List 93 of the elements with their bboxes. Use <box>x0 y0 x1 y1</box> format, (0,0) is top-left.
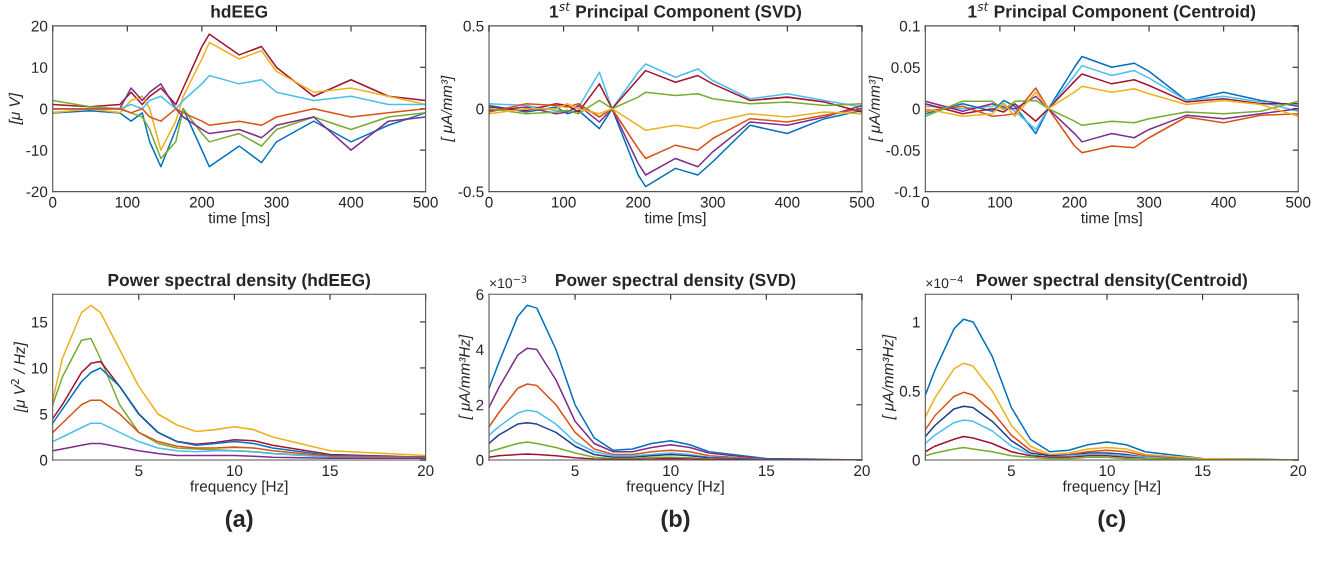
x-tick-label: 200 <box>189 196 215 208</box>
x-tick-label: 300 <box>700 196 725 208</box>
line-series <box>52 304 426 457</box>
y-tick-label: 20 <box>31 20 48 32</box>
x-tick-label: 5 <box>1007 465 1015 477</box>
y-tick-label: -0.1 <box>894 186 920 198</box>
x-axis-title: time [ms] <box>208 212 270 227</box>
x-tick-label: 200 <box>1062 196 1087 208</box>
y-tick-label: 5 <box>39 409 48 420</box>
line-series <box>925 55 1299 135</box>
y-tick-label: 2 <box>476 399 484 411</box>
chart-title: 1$^{st}$ Principal Component (Centroid) <box>968 2 1256 22</box>
x-tick-label: 0 <box>921 196 929 208</box>
y-tick-label: 0.5 <box>463 20 484 32</box>
line-series <box>925 64 1299 131</box>
chart-title: hdEEG <box>211 4 268 18</box>
y-tick-label: 10 <box>32 362 48 374</box>
line-series <box>489 102 862 160</box>
y-axis-title: [μ V] <box>8 92 23 125</box>
x-tick-label: 15 <box>758 465 775 477</box>
x-tick-label: 200 <box>626 196 651 208</box>
x-tick-label: 400 <box>1211 196 1236 208</box>
x-tick-label: 10 <box>663 465 679 477</box>
x-axis-title: frequency [Hz] <box>1062 480 1160 495</box>
chart-title: Power spectral density(Centroid) <box>976 273 1247 290</box>
x-axis-title: time [ms] <box>1081 212 1142 227</box>
text: ×10$^{−3}$ <box>489 275 527 289</box>
line-series <box>52 99 426 160</box>
x-tick-label: 400 <box>338 196 364 208</box>
x-axis-title: time [ms] <box>644 212 706 227</box>
y-axis-title: [ μA/mm³Hz] <box>458 334 473 420</box>
y-tick-label: 0 <box>912 103 920 115</box>
y-tick-label: -0.05 <box>886 145 920 156</box>
y-tick-label: 0.1 <box>899 20 920 32</box>
y-axis-title: [μ V$^{2}$ / Hz] <box>10 341 28 413</box>
line-series <box>489 91 862 115</box>
y-axis-title: [ μA/mm³] <box>868 75 883 143</box>
x-tick-label: 500 <box>1286 196 1311 208</box>
line-series <box>925 73 1299 122</box>
line-series <box>925 87 1299 154</box>
line-series <box>925 85 1299 117</box>
x-tick-label: 20 <box>1290 465 1307 477</box>
text: (b) <box>661 509 690 532</box>
x-tick-label: 5 <box>135 465 143 477</box>
x-tick-label: 15 <box>1195 465 1211 477</box>
y-tick-label: 0 <box>39 454 48 466</box>
line-series <box>52 107 426 168</box>
x-tick-label: 15 <box>322 465 338 477</box>
x-axis-title: frequency [Hz] <box>190 480 288 495</box>
y-tick-label: 0 <box>476 103 484 115</box>
y-tick-label: 1 <box>913 316 920 328</box>
y-axis-title: [ μA/mm³Hz] <box>882 334 897 420</box>
x-tick-label: 300 <box>264 196 289 208</box>
y-tick-label: -10 <box>26 145 48 156</box>
chart-title: 1$^{st}$ Principal Component (SVD) <box>550 2 802 22</box>
x-tick-label: 10 <box>227 465 243 477</box>
x-tick-label: 0 <box>485 196 493 208</box>
text: (c) <box>1098 509 1126 532</box>
x-axis-title: frequency [Hz] <box>626 480 724 495</box>
x-tick-label: 300 <box>1136 196 1162 208</box>
text: (a) <box>225 509 253 532</box>
x-tick-label: 10 <box>1099 465 1115 477</box>
line-series <box>925 95 1299 143</box>
x-tick-label: 20 <box>854 465 870 477</box>
y-tick-label: 10 <box>32 62 48 73</box>
x-tick-label: 100 <box>988 196 1013 208</box>
text: ×10$^{−4}$ <box>926 275 963 289</box>
y-tick-label: 0 <box>39 103 48 115</box>
x-tick-label: 500 <box>413 196 438 208</box>
x-tick-label: 20 <box>417 465 434 477</box>
y-tick-label: 15 <box>32 316 48 328</box>
y-tick-label: 6 <box>476 289 484 300</box>
x-tick-label: 0 <box>49 196 57 208</box>
y-tick-label: 0 <box>476 454 484 466</box>
y-tick-label: -20 <box>26 186 48 198</box>
line-series <box>489 102 862 132</box>
y-tick-label: 0.5 <box>899 385 920 397</box>
y-tick-label: 4 <box>476 344 484 356</box>
line-series <box>925 99 1299 127</box>
chart-title: Power spectral density (hdEEG) <box>108 273 371 290</box>
x-tick-label: 5 <box>571 465 579 477</box>
line-series <box>52 41 426 151</box>
line-series <box>52 33 426 108</box>
x-tick-label: 500 <box>849 196 875 208</box>
y-tick-label: 0.05 <box>891 62 920 73</box>
line-series <box>52 107 426 127</box>
y-tick-label: 0 <box>912 454 920 466</box>
chart-title: Power spectral density (SVD) <box>556 273 796 290</box>
x-tick-label: 100 <box>115 196 140 208</box>
y-axis-title: [ μA/mm³] <box>440 75 456 143</box>
x-tick-label: 100 <box>552 196 576 208</box>
y-tick-label: -0.5 <box>458 186 484 198</box>
x-tick-label: 400 <box>774 196 800 208</box>
